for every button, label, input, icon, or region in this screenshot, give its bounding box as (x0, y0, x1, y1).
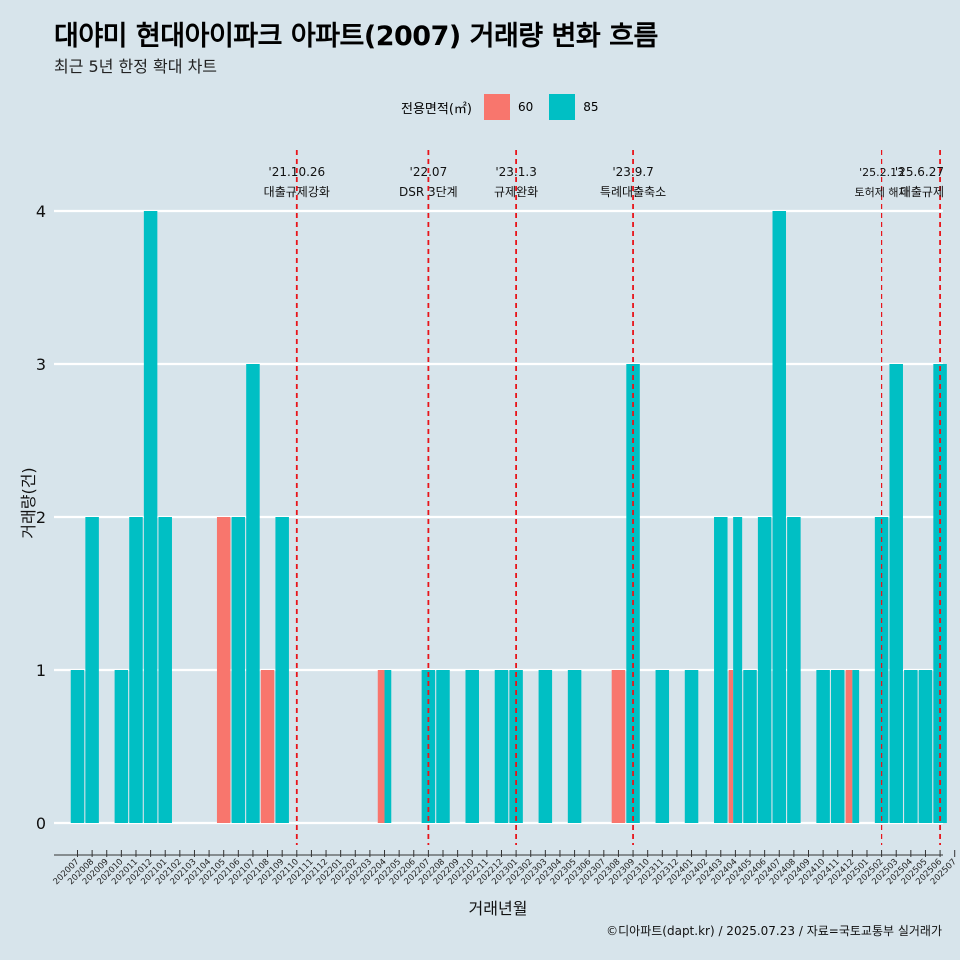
bar-60-202412 (845, 670, 853, 823)
bar-85-202407 (772, 211, 787, 823)
y-axis-title: 거래량(건) (19, 467, 38, 538)
y-tick-label: 4 (36, 202, 46, 221)
bar-85-202502 (874, 517, 889, 823)
event-date-202506: '25.6.27 (895, 165, 944, 179)
bar-85-202008 (85, 517, 99, 823)
bar-60-202108 (260, 670, 275, 823)
y-tick-label: 2 (36, 508, 46, 527)
event-label-202207: DSR 3단계 (399, 185, 458, 199)
chart-subtitle: 최근 5년 한정 확대 차트 (54, 57, 218, 76)
y-tick-label: 3 (36, 355, 46, 374)
legend-swatch-85 (549, 94, 576, 120)
bar-85-202311 (655, 670, 670, 823)
event-label-202110: 대출규제강화 (264, 185, 330, 199)
y-tick-label: 0 (36, 814, 46, 833)
bar-85-202007 (70, 670, 85, 823)
bar-60-202105 (216, 517, 231, 823)
bar-85-202011 (129, 517, 143, 823)
legend: 전용면적(㎡) 60 85 (401, 93, 607, 121)
bar-85-202504 (904, 670, 918, 823)
y-tick-label: 1 (36, 661, 46, 680)
bar-85-202411 (830, 670, 845, 823)
bar-85-202212 (494, 670, 509, 823)
bar-85-202505 (918, 670, 933, 823)
event-label-202506: 대출규제 (900, 185, 944, 199)
legend-label-60: 60 (517, 100, 534, 114)
bar-85-202401 (684, 670, 699, 823)
bar-85-202408 (787, 517, 801, 823)
event-date-202502: '25.2.13 (859, 166, 904, 179)
bar-85-202012 (143, 211, 158, 823)
x-axis-title: 거래년월 (469, 899, 528, 918)
bar-85-202406 (757, 517, 772, 823)
bar-85-202405 (743, 670, 757, 823)
legend-title: 전용면적(㎡) (401, 101, 472, 117)
bar-85-202204 (384, 670, 392, 823)
event-label-202309: 특례대출축소 (600, 185, 666, 199)
event-date-202110: '21.10.26 (268, 165, 325, 179)
bar-85-202412 (852, 670, 860, 823)
bar-85-202410 (816, 670, 830, 823)
event-date-202309: '23.9.7 (612, 165, 653, 179)
bar-60-202308 (611, 670, 626, 823)
bar-60-202404 (728, 670, 734, 823)
legend-label-85: 85 (583, 100, 599, 114)
source-caption: ©디아파트(dapt.kr) / 2025.07.23 / 자료=국토교통부 실… (606, 924, 942, 938)
event-label-202502: 토허제 해제 (855, 185, 909, 199)
event-date-202207: '22.07 (410, 165, 448, 179)
chart-title: 대야미 현대아이파크 아파트(2007) 거래량 변화 흐름 (54, 21, 658, 52)
bar-85-202106 (231, 517, 246, 823)
event-label-202301: 규제완화 (494, 185, 538, 199)
bar-85-202503 (889, 364, 903, 823)
bar-85-202404 (733, 517, 743, 823)
bar-60-202204 (377, 670, 385, 823)
bar-85-202208 (436, 670, 450, 823)
bar-85-202403 (714, 517, 728, 823)
bar-85-202303 (538, 670, 553, 823)
bar-85-202101 (158, 517, 172, 823)
bar-85-202305 (567, 670, 582, 823)
legend-swatch-60 (483, 94, 510, 120)
bar-85-202107 (246, 364, 260, 823)
bar-85-202010 (114, 670, 129, 823)
bar-85-202109 (275, 517, 289, 823)
bar-85-202210 (465, 670, 479, 823)
event-date-202301: '23.1.3 (495, 165, 536, 179)
